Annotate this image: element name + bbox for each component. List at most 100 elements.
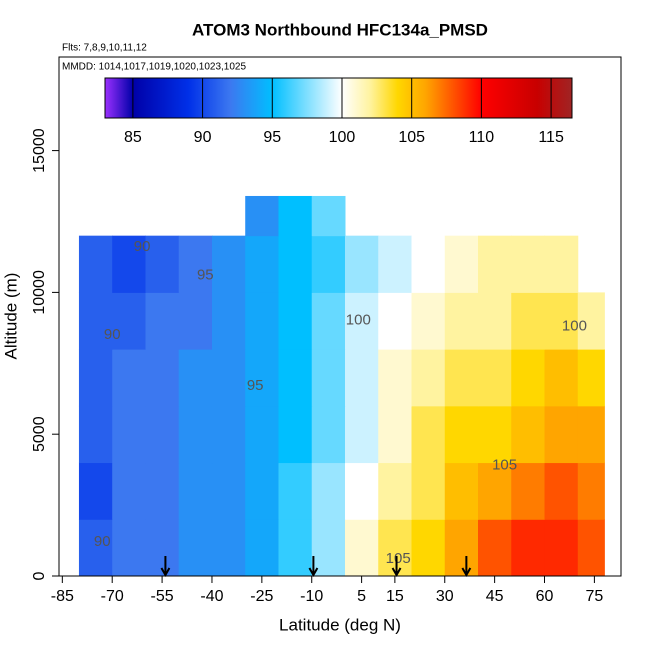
- heat-cell: [311, 349, 346, 407]
- heat-cell: [378, 292, 412, 350]
- heat-cell: [278, 292, 313, 350]
- x-tick-label: -25: [250, 588, 273, 605]
- heat-cell: [478, 292, 512, 350]
- colorbar: [104, 77, 573, 119]
- x-tick-label: 75: [585, 588, 603, 605]
- heat-cell: [78, 462, 113, 520]
- heat-cell: [444, 235, 479, 293]
- colorbar-tick-label: 115: [538, 129, 564, 146]
- heat-cell: [278, 405, 313, 464]
- heat-cell: [311, 462, 346, 520]
- heat-cell: [178, 292, 213, 350]
- heat-cell: [145, 462, 180, 520]
- heat-cell: [577, 292, 605, 350]
- heat-cell: [178, 519, 213, 577]
- contour-label: 95: [197, 266, 214, 283]
- heat-cell: [411, 292, 446, 350]
- heat-cell: [112, 462, 146, 520]
- heat-cell: [378, 405, 412, 464]
- heat-cell: [511, 519, 546, 577]
- heat-cell: [444, 292, 479, 350]
- heat-cell: [112, 405, 146, 464]
- arrow-head: [308, 567, 319, 578]
- heat-cell: [178, 405, 213, 464]
- heat-cell: [311, 519, 346, 577]
- y-axis-label: Altitude (m): [1, 273, 20, 360]
- chart-title: ATOM3 Northbound HFC134a_PMSD: [192, 20, 488, 39]
- heat-cell: [178, 235, 213, 293]
- heat-cell: [344, 349, 379, 407]
- heat-cell: [511, 235, 546, 293]
- heat-cell: [444, 405, 479, 464]
- y-tick-label: 15000: [31, 128, 48, 173]
- heat-cell: [544, 462, 579, 520]
- heat-cell: [311, 405, 346, 464]
- x-tick-label: 5: [357, 588, 366, 605]
- heat-cell: [78, 405, 113, 464]
- x-tick-label: -40: [200, 588, 223, 605]
- heat-cell: [145, 405, 180, 464]
- contour-label: 105: [492, 456, 517, 473]
- heat-cell: [145, 519, 180, 577]
- contour-label: 100: [562, 317, 587, 334]
- heat-cell: [378, 519, 412, 577]
- contour-label: 90: [134, 238, 151, 255]
- heat-cell: [211, 349, 246, 407]
- x-axis-label: Latitude (deg N): [279, 615, 401, 634]
- heat-cell: [411, 519, 446, 577]
- heat-cell: [278, 195, 313, 237]
- heat-cell: [311, 195, 346, 237]
- heat-cell: [211, 235, 246, 293]
- heat-cell: [411, 462, 446, 520]
- arrow-head: [160, 567, 171, 578]
- heat-cell: [577, 349, 605, 407]
- heat-cell: [478, 519, 512, 577]
- heat-cell: [112, 519, 146, 577]
- heat-cell: [178, 462, 213, 520]
- x-tick-label: -55: [151, 588, 174, 605]
- heat-cell: [444, 349, 479, 407]
- heat-cell: [278, 519, 313, 577]
- x-tick-label: 30: [436, 588, 454, 605]
- heat-cell: [444, 519, 479, 577]
- heat-cell: [245, 292, 279, 350]
- heat-cell: [577, 462, 605, 520]
- heat-cell: [577, 519, 605, 577]
- heat-cell: [544, 519, 579, 577]
- heat-cell: [278, 349, 313, 407]
- heat-cell: [311, 292, 346, 350]
- heat-cell: [344, 462, 379, 520]
- heat-cell: [478, 235, 512, 293]
- heat-cell: [245, 195, 279, 237]
- heat-cell: [245, 235, 279, 293]
- plot-frame: [58, 56, 622, 577]
- heat-cell: [411, 235, 446, 293]
- heat-cell: [378, 349, 412, 407]
- heat-cell: [577, 405, 605, 464]
- annotation: MMDD: 1014,1017,1019,1020,1023,1025: [62, 62, 246, 73]
- heat-cell: [211, 462, 246, 520]
- heat-cell: [112, 349, 146, 407]
- heat-cell: [544, 292, 579, 350]
- colorbar-tick-label: 95: [263, 129, 281, 146]
- heat-cell: [78, 292, 113, 350]
- heat-cell: [145, 349, 180, 407]
- x-tick-label: 15: [386, 588, 404, 605]
- heat-cell: [245, 519, 279, 577]
- arrow-head: [391, 567, 402, 578]
- heat-cell: [411, 405, 446, 464]
- contour-label: 100: [346, 312, 371, 329]
- heat-cell: [245, 405, 279, 464]
- y-tick-label: 10000: [31, 270, 48, 315]
- heat-cell: [478, 405, 512, 464]
- heat-cell: [311, 235, 346, 293]
- y-tick-label: 5000: [31, 416, 48, 452]
- heat-cell: [511, 292, 546, 350]
- heat-cell: [278, 462, 313, 520]
- contour-label: 105: [386, 550, 411, 567]
- heat-cell: [544, 405, 579, 464]
- contour-label: 90: [94, 533, 111, 550]
- heat-cell: [478, 462, 512, 520]
- heat-cell: [344, 519, 379, 577]
- heat-cell: [78, 349, 113, 407]
